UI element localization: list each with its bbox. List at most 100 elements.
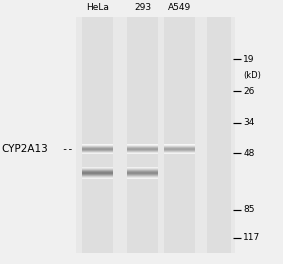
Bar (164, 150, 195, 151)
Bar (127, 177, 158, 178)
Bar (127, 171, 158, 172)
Bar (82, 177, 113, 178)
Bar (82, 170, 113, 171)
Bar (127, 145, 158, 146)
Bar (82, 146, 113, 147)
Bar (164, 153, 195, 154)
Bar (164, 147, 195, 148)
Bar (82, 153, 113, 154)
Text: A549: A549 (168, 3, 191, 12)
Bar (82, 152, 113, 153)
Bar (164, 146, 195, 147)
Bar (127, 169, 158, 170)
Bar (82, 146, 113, 147)
Bar (164, 148, 195, 149)
Bar (82, 145, 113, 146)
Bar (127, 169, 158, 170)
Bar (127, 172, 158, 173)
Text: (kD): (kD) (243, 71, 261, 80)
Bar (164, 148, 195, 149)
Bar (82, 173, 113, 174)
Bar (127, 168, 158, 169)
Bar (127, 170, 158, 171)
Bar (127, 149, 158, 150)
Bar (164, 151, 195, 152)
Bar (82, 169, 113, 170)
Bar (82, 168, 113, 169)
Bar (164, 17, 195, 253)
Bar (127, 152, 158, 153)
Bar (164, 144, 195, 145)
Bar (82, 151, 113, 152)
Text: --: -- (61, 144, 73, 154)
Bar (127, 146, 158, 147)
Bar (164, 147, 195, 148)
Bar (127, 175, 158, 176)
Bar (207, 17, 231, 253)
Text: 26: 26 (243, 87, 255, 96)
Bar (127, 167, 158, 168)
Bar (127, 150, 158, 151)
Bar (82, 172, 113, 173)
Bar (127, 150, 158, 151)
Text: HeLa: HeLa (86, 3, 109, 12)
Bar (82, 171, 113, 172)
Bar (127, 172, 158, 173)
Bar (127, 173, 158, 174)
Bar (82, 167, 113, 168)
Bar (127, 178, 158, 179)
Text: 19: 19 (243, 55, 255, 64)
Bar (82, 173, 113, 174)
Bar (127, 153, 158, 154)
Bar (82, 167, 113, 168)
Bar (164, 153, 195, 154)
Bar (127, 151, 158, 152)
Bar (127, 146, 158, 147)
Bar (82, 148, 113, 149)
Bar (82, 148, 113, 149)
Text: 293: 293 (134, 3, 151, 12)
Bar (164, 148, 195, 149)
Bar (127, 148, 158, 149)
Bar (82, 169, 113, 170)
Bar (164, 152, 195, 153)
Bar (127, 176, 158, 177)
Bar (127, 176, 158, 177)
Bar (82, 175, 113, 176)
Bar (127, 172, 158, 173)
Text: CYP2A13: CYP2A13 (1, 144, 48, 154)
Bar (82, 177, 113, 178)
Bar (127, 17, 158, 253)
Bar (127, 148, 158, 149)
Bar (82, 149, 113, 150)
Bar (164, 144, 195, 145)
Bar (164, 149, 195, 150)
Bar (127, 170, 158, 171)
Bar (82, 176, 113, 177)
Bar (164, 153, 195, 154)
Bar (164, 146, 195, 147)
Text: 48: 48 (243, 149, 255, 158)
Bar (127, 152, 158, 153)
Bar (164, 146, 195, 147)
Bar (82, 152, 113, 153)
Bar (164, 145, 195, 146)
Bar (127, 152, 158, 153)
Bar (127, 175, 158, 176)
Bar (164, 152, 195, 153)
Bar (82, 168, 113, 169)
Bar (127, 144, 158, 145)
Bar (82, 177, 113, 178)
Bar (127, 146, 158, 147)
Bar (127, 153, 158, 154)
Bar (127, 175, 158, 176)
Bar (82, 178, 113, 179)
Text: 117: 117 (243, 233, 260, 242)
Bar (82, 169, 113, 170)
Bar (82, 170, 113, 171)
Bar (82, 150, 113, 151)
Bar (164, 149, 195, 150)
Bar (127, 148, 158, 149)
Bar (164, 145, 195, 146)
Text: 34: 34 (243, 118, 255, 127)
